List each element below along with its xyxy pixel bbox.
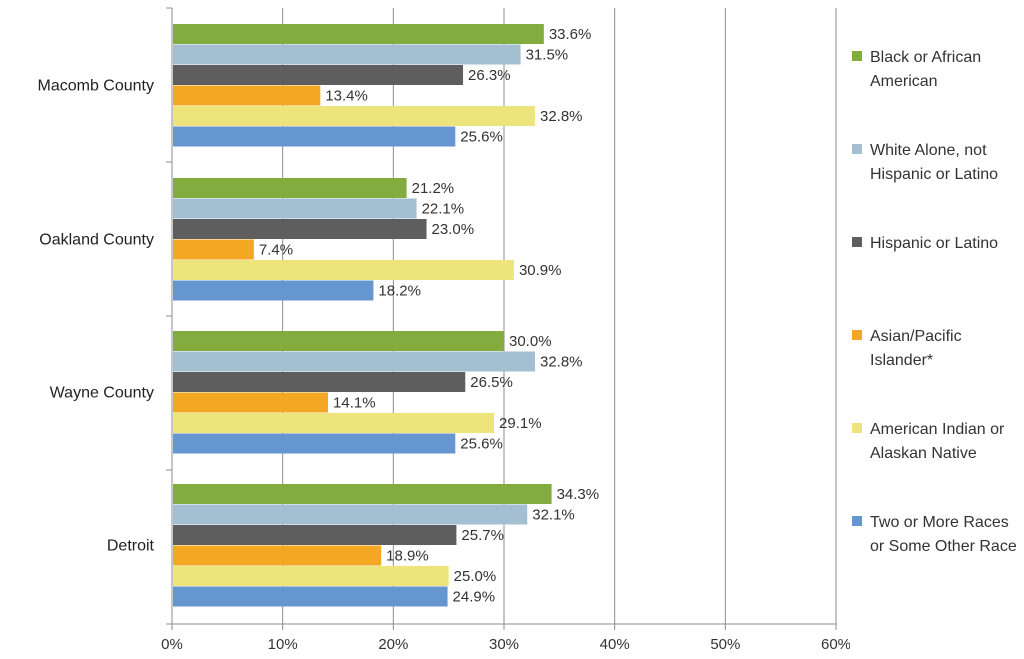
bar [173,351,535,372]
data-label: 30.9% [519,262,562,279]
legend-swatch [852,516,862,526]
legend-item: White Alone, not Hispanic or Latino [852,139,998,187]
data-label: 14.1% [333,395,376,412]
data-label: 7.4% [259,242,293,259]
data-label: 26.5% [470,374,513,391]
legend-swatch [852,330,862,340]
data-label: 24.9% [453,589,496,606]
data-label: 18.9% [386,548,429,565]
bar [173,504,528,525]
legend-label-line: Asian/Pacific [870,328,962,345]
bar-chart: 33.6% 31.5% 26.3% 13.4% 32.8% 25.6% 21.2% 22.1%… [38,7,850,653]
legend-label-line: or Some Other Race [870,538,1017,555]
bar [173,392,329,413]
legend-label: Hispanic or Latino [870,232,998,256]
data-label: 25.7% [461,527,504,544]
bar [173,260,514,280]
legend-label-line: Islander* [870,352,934,369]
legend-label: White Alone, not Hispanic or Latino [870,139,998,187]
bar [173,586,448,607]
x-tick-label: 30% [489,636,519,653]
legend-label-line: Hispanic or Latino [870,235,999,252]
x-tick-label: 40% [600,636,630,653]
bar [173,126,456,147]
data-label: 31.5% [526,47,569,64]
bar [173,44,521,65]
data-label: 25.6% [460,129,503,146]
legend-swatch [852,423,862,433]
legend-item: Two or More Races or Some Other Race [852,511,1017,559]
legend-item: Black or African American [852,46,981,94]
data-label: 26.3% [468,67,511,84]
data-label: 34.3% [557,486,600,503]
legend-label-line: Alaskan Native [870,445,977,462]
legend-label: American Indian or Alaskan Native [870,418,1004,466]
data-label: 32.8% [540,108,583,125]
legend-label: Black or African American [870,46,981,94]
bar [173,85,321,106]
legend-label: Two or More Races or Some Other Race [870,511,1017,559]
data-label: 13.4% [325,88,368,105]
bar [173,331,504,351]
category-labels: Macomb County Oakland County Wayne County D… [38,78,155,555]
bar [173,413,495,433]
legend-label-line: American Indian or [870,421,1005,438]
bar [173,219,427,239]
axes [166,7,837,630]
legend-item: Hispanic or Latino [852,232,998,256]
bar [173,372,466,392]
bar [173,239,254,260]
data-label: 32.8% [540,354,583,371]
x-tick-label: 20% [378,636,408,653]
legend-label: Asian/Pacific Islander* [870,325,962,373]
legend-label-line: Hispanic or Latino [870,166,999,183]
data-label: 29.1% [499,415,542,432]
x-tick-labels: 0% 10% 20% 30% 40% 50% 60% [161,636,850,653]
legend-swatch [852,237,862,247]
bar [173,545,382,566]
bar [173,566,449,586]
legend-swatch [852,51,862,61]
bar [173,65,464,85]
data-label: 30.0% [509,333,552,350]
x-tick-label: 10% [268,636,298,653]
data-label: 32.1% [532,507,575,524]
bar [173,24,544,44]
x-tick-label: 0% [161,636,183,653]
category-label: Oakland County [39,232,154,249]
bar [173,525,457,545]
category-label: Detroit [107,538,155,555]
legend-label-line: Black or African [870,49,982,66]
legend-swatch [852,144,862,154]
bar [173,484,552,504]
data-label: 21.2% [412,180,455,197]
data-label: 23.0% [432,221,475,238]
data-label: 22.1% [422,201,465,218]
bar [173,198,417,219]
legend-label-line: Two or More Races [870,514,1009,531]
category-label: Macomb County [38,78,155,95]
value-labels: 33.6% 31.5% 26.3% 13.4% 32.8% 25.6% 21.2% 22.1%… [259,26,599,606]
legend-label-line: White Alone, not [870,142,987,159]
bars [173,24,552,607]
bar [173,280,374,301]
data-label: 25.0% [454,568,497,585]
data-label: 25.6% [460,436,503,453]
x-tick-label: 60% [821,636,850,653]
x-tick-label: 50% [710,636,740,653]
data-label: 18.2% [378,283,421,300]
legend-item: Asian/Pacific Islander* [852,325,962,373]
legend: Black or African American White Alone, not… [852,0,1024,659]
bar [173,106,535,126]
bar [173,178,407,198]
category-label: Wayne County [50,385,154,402]
legend-label-line: American [870,73,938,90]
bar [173,433,456,454]
data-label: 33.6% [549,26,592,43]
legend-item: American Indian or Alaskan Native [852,418,1004,466]
